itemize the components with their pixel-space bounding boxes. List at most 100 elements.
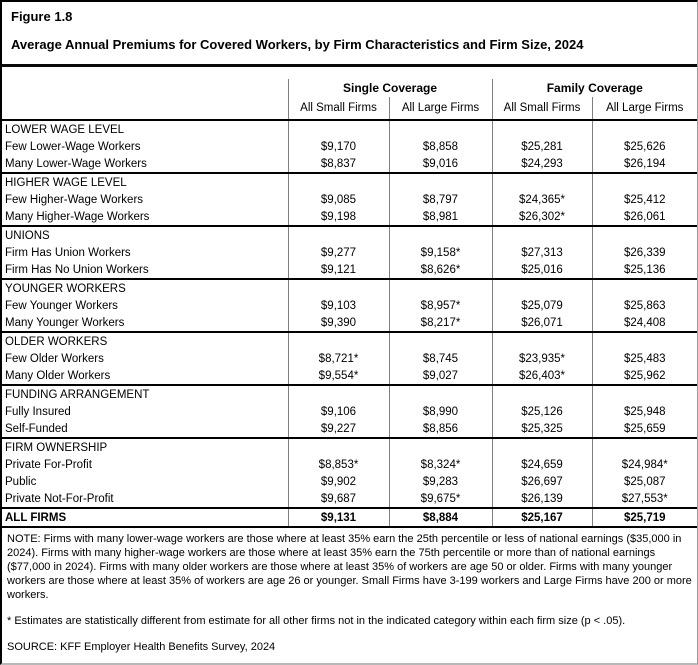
row-label: Many Higher-Wage Workers [5,210,150,223]
table-row: Few Lower-Wage Workers $9,170 $8,858 $25,28… [2,138,697,155]
premium-value: $26,071 [491,314,592,332]
empty-cell [287,172,389,191]
premium-value: $23,935* [491,350,592,367]
premium-table: Single Coverage Family Coverage All Smal… [2,79,697,528]
row-label: Few Younger Workers [5,299,118,312]
section-header-row: FIRM OWNERSHIP [2,437,697,456]
premium-value: $26,302* [491,208,592,226]
premium-value: $9,277 [287,244,389,261]
premium-value: $9,675* [388,490,492,508]
empty-cell [388,119,492,138]
premium-value: $8,858 [388,138,492,155]
premium-value: $25,412 [591,191,697,208]
column-header-family-small-firms: All Small Firms [491,97,592,120]
premium-value: $25,483 [591,350,697,367]
premium-value: $24,408 [591,314,697,332]
note-text: NOTE: Firms with many lower-wage workers… [7,533,692,601]
empty-cell [491,331,592,350]
section-header-row: YOUNGER WORKERS [2,278,697,297]
empty-cell [591,331,697,350]
row-label: Firm Has No Union Workers [5,263,149,276]
all-firms-value: $8,884 [388,507,492,528]
premium-value: $8,797 [388,191,492,208]
column-group-family-coverage: Family Coverage [491,79,697,97]
empty-cell [591,119,697,138]
table-row: Many Lower-Wage Workers $8,837 $9,016 $24,2… [2,155,697,173]
premium-value: $8,217* [388,314,492,332]
premium-value: $26,194 [591,155,697,173]
premium-value: $25,325 [491,420,592,438]
row-label: Firm Has Union Workers [5,246,131,259]
premium-value: $8,721* [287,350,389,367]
empty-cell [388,384,492,403]
row-label: Private Not-For-Profit [5,492,114,505]
premium-value: $9,198 [287,208,389,226]
premium-value: $26,139 [491,490,592,508]
table-row: Private For-Profit $8,853* $8,324* $24,659 $… [2,456,697,473]
row-label: Fully Insured [5,405,71,418]
table-row: Private Not-For-Profit $9,687 $9,675* $26,1… [2,490,697,508]
premium-value: $9,103 [287,297,389,314]
premium-value: $24,293 [491,155,592,173]
empty-cell [491,437,592,456]
premium-value: $25,079 [491,297,592,314]
empty-cell [287,437,389,456]
premium-value: $8,990 [388,403,492,420]
premium-value: $25,126 [491,403,592,420]
premium-value: $9,902 [287,473,389,490]
premium-value: $8,745 [388,350,492,367]
premium-value: $25,087 [591,473,697,490]
section-header-label: HIGHER WAGE LEVEL [2,172,288,191]
premium-value: $9,085 [287,191,389,208]
premium-value: $9,390 [287,314,389,332]
table-row: Many Younger Workers $9,390 $8,217* $26,071… [2,314,697,332]
empty-cell [591,172,697,191]
empty-cell [287,384,389,403]
table-row: Many Higher-Wage Workers $9,198 $8,981 $26,… [2,208,697,226]
title-block: Figure 1.8 Average Annual Premiums for C… [2,2,697,52]
figure-title: Average Annual Premiums for Covered Work… [11,37,584,52]
empty-cell [491,225,592,244]
section-header-label: YOUNGER WORKERS [2,278,288,297]
empty-cell [388,225,492,244]
premium-value: $26,339 [591,244,697,261]
empty-cell [388,331,492,350]
table-row: Firm Has No Union Workers $9,121 $8,626* $2… [2,261,697,279]
premium-value: $9,027 [388,367,492,385]
premium-value: $25,626 [591,138,697,155]
footnotes: NOTE: Firms with many lower-wage workers… [2,528,697,654]
premium-value: $25,962 [591,367,697,385]
premium-value: $9,158* [388,244,492,261]
empty-cell [491,384,592,403]
premium-value: $27,313 [491,244,592,261]
premium-value: $26,403* [491,367,592,385]
section-header-row: FUNDING ARRANGEMENT [2,384,697,403]
row-label: Public [5,475,37,488]
figure-label: Figure 1.8 [11,9,73,24]
premium-value: $8,957* [388,297,492,314]
empty-cell [491,278,592,297]
premium-value: $26,697 [491,473,592,490]
section-header-row: UNIONS [2,225,697,244]
row-label: Few Lower-Wage Workers [5,140,141,153]
premium-value: $25,948 [591,403,697,420]
section-header-row: LOWER WAGE LEVEL [2,119,697,138]
premium-value: $8,856 [388,420,492,438]
premium-value: $26,061 [591,208,697,226]
all-firms-value: $25,167 [491,507,592,528]
all-firms-label: ALL FIRMS [2,507,288,528]
table-row: Few Younger Workers $9,103 $8,957* $25,079 $… [2,297,697,314]
premium-value: $9,106 [287,403,389,420]
asterisk-note: * Estimates are statistically different … [7,615,626,627]
empty-cell [287,278,389,297]
table-row: Self-Funded $9,227 $8,856 $25,325 $25,659 [2,420,697,438]
row-label: Many Older Workers [5,369,111,382]
premium-value: $9,554* [287,367,389,385]
column-header-single-large-firms: All Large Firms [388,97,492,120]
row-label: Private For-Profit [5,458,92,471]
premium-value: $25,659 [591,420,697,438]
column-header-single-small-firms: All Small Firms [287,97,389,120]
all-firms-value: $25,719 [591,507,697,528]
section-header-label: LOWER WAGE LEVEL [2,119,288,138]
